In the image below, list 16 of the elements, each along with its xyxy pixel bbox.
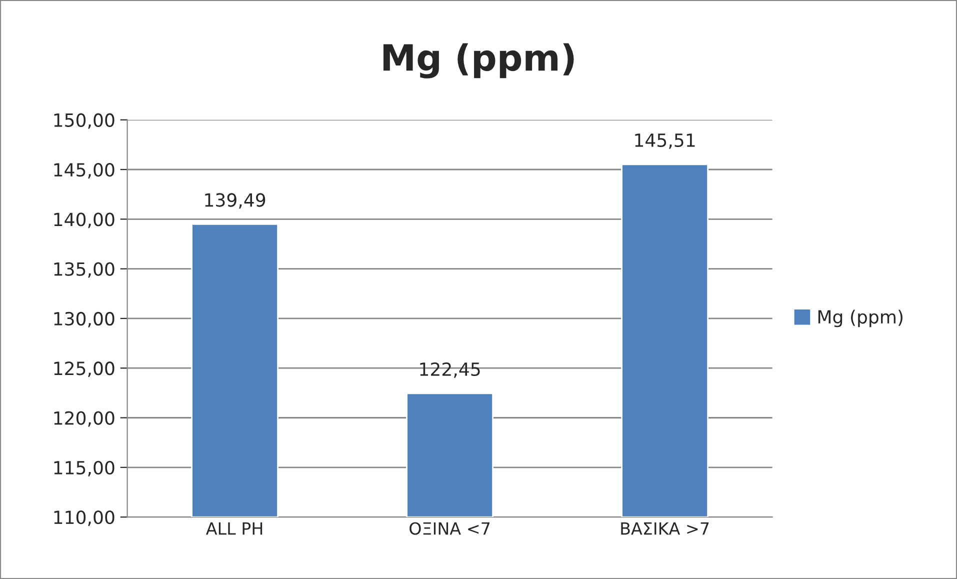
y-tick-label: 145,00 [54,162,114,178]
legend-label: Mg (ppm) [818,310,902,328]
y-tick-label: 125,00 [54,362,114,378]
x-tick-label: ALL PH [206,522,262,535]
data-label: 145,51 [635,134,695,149]
y-tick-label: 120,00 [54,411,114,427]
x-tick-label: ΟΞΙΝΑ <7 [410,522,490,535]
y-tick-label: 130,00 [54,312,114,328]
y-tick-label: 110,00 [54,510,114,526]
y-tick-label: 140,00 [54,212,114,228]
y-tick-label: 150,00 [54,113,114,129]
x-tick-label: ΒΑΣΙΚΑ >7 [621,522,709,535]
chart-title: Mg (ppm) [383,43,574,78]
data-label: 139,49 [205,193,266,209]
y-tick-label: 115,00 [54,460,114,476]
y-tick-label: 135,00 [54,262,114,278]
